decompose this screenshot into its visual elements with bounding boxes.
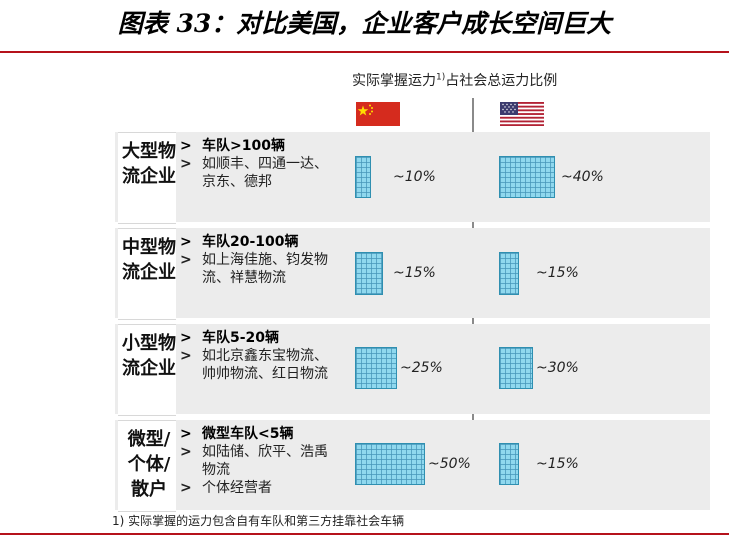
row-label-box: 大型物流企业 [118, 132, 176, 224]
row-label-box: 中型物流企业 [118, 228, 176, 320]
row-bullets: > 微型车队<5辆 > 如陆储、欣平、浩禹物流 > 个体经营者 [180, 425, 340, 497]
usa-share-blocks [499, 443, 519, 485]
usa-share-label: ~30% [536, 360, 579, 376]
china-share-label: ~10% [393, 169, 436, 185]
china-share-blocks [355, 252, 383, 295]
row-bullets: > 车队5-20辆 > 如北京鑫东宝物流、帅帅物流、红日物流 [180, 329, 340, 383]
row-label: 中型物流企业 [122, 237, 176, 283]
row-background [115, 228, 710, 318]
usa-share-blocks [499, 347, 533, 389]
bullet-item: > 如北京鑫东宝物流、帅帅物流、红日物流 [180, 348, 328, 382]
bullet-item: > 微型车队<5辆 [180, 426, 294, 442]
column-header-text: 实际掌握运力 [352, 73, 436, 89]
usa-share-label: ~15% [536, 456, 579, 472]
bullet-item: > 如陆储、欣平、浩禹物流 [180, 444, 328, 478]
china-share-label: ~15% [393, 265, 436, 281]
bullet-item: > 如上海佳施、钧发物流、祥慧物流 [180, 252, 328, 286]
row-background [115, 132, 710, 222]
china-share-blocks [355, 443, 425, 485]
usa-flag-icon [500, 102, 544, 126]
column-header: 实际掌握运力1)占社会总运力比例 [352, 70, 557, 90]
row-background [115, 324, 710, 414]
page-title: 图表 33：对比美国，企业客户成长空间巨大 [117, 9, 612, 38]
usa-share-label: ~40% [561, 169, 604, 185]
row-label: 大型物流企业 [122, 141, 176, 187]
bullet-item: > 个体经营者 [180, 480, 272, 496]
bullet-item: > 车队5-20辆 [180, 330, 280, 346]
row-label: 小型物流企业 [122, 333, 176, 379]
bullet-item: > 车队>100辆 [180, 138, 285, 154]
row-bullets: > 车队20-100辆 > 如上海佳施、钧发物流、祥慧物流 [180, 233, 340, 287]
row-bullets: > 车队>100辆 > 如顺丰、四通一达、京东、德邦 [180, 137, 340, 191]
row-label-box: 小型物流企业 [118, 324, 176, 416]
china-share-label: ~25% [400, 360, 443, 376]
row-label: 微型/个体/散户 [127, 429, 171, 500]
footnote: 1) 实际掌握的运力包含自有车队和第三方挂靠社会车辆 [112, 514, 405, 528]
china-share-blocks [355, 156, 371, 198]
column-header-footnote-mark: 1) [436, 72, 446, 83]
china-share-blocks [355, 347, 397, 389]
usa-share-blocks [499, 156, 555, 198]
usa-share-label: ~15% [536, 265, 579, 281]
china-share-label: ~50% [428, 456, 471, 472]
china-flag-icon [356, 102, 400, 126]
usa-share-blocks [499, 252, 519, 295]
bullet-item: > 车队20-100辆 [180, 234, 299, 250]
title-rule [0, 51, 729, 53]
column-header-suffix: 占社会总运力比例 [445, 73, 558, 89]
bullet-item: > 如顺丰、四通一达、京东、德邦 [180, 156, 328, 190]
bottom-rule [0, 533, 729, 535]
row-label-box: 微型/个体/散户 [118, 420, 176, 512]
